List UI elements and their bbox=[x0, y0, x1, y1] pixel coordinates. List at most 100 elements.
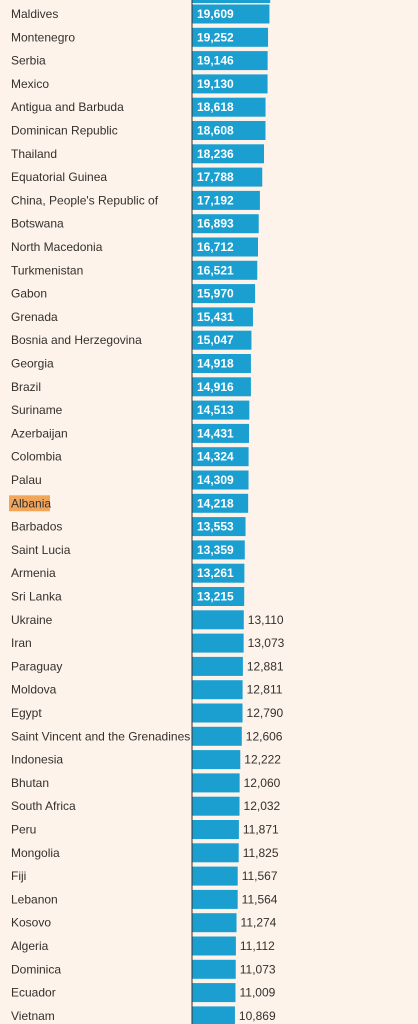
bar-row: Saint Lucia 13,359 bbox=[11, 540, 245, 560]
bar-row: Antigua and Barbuda 18,618 bbox=[11, 97, 266, 117]
category-label: Equatorial Guinea bbox=[11, 170, 107, 184]
value-label: 14,513 bbox=[197, 403, 234, 417]
category-label: Sri Lanka bbox=[11, 590, 62, 604]
bar-row: Grenada 15,431 bbox=[11, 307, 253, 327]
bar-row: Bosnia and Herzegovina 15,047 bbox=[11, 330, 252, 350]
value-label: 14,916 bbox=[197, 380, 234, 394]
bar bbox=[192, 889, 238, 909]
bar bbox=[192, 27, 269, 47]
bar bbox=[192, 1006, 235, 1024]
bar-row: Vietnam 10,869 bbox=[11, 1006, 276, 1024]
category-label: Saint Lucia bbox=[11, 543, 71, 557]
bar-row: China, People's Republic of 17,192 bbox=[11, 190, 260, 210]
bar bbox=[192, 167, 263, 187]
bar bbox=[192, 587, 245, 606]
bar bbox=[192, 97, 266, 117]
bar-row: Barbados 13,553 bbox=[11, 517, 246, 537]
bar bbox=[192, 563, 245, 583]
value-label: 17,192 bbox=[197, 193, 234, 207]
bar bbox=[192, 214, 259, 234]
category-label: Thailand bbox=[11, 147, 57, 161]
bar-row: North Macedonia 16,712 bbox=[11, 237, 259, 257]
bar-row: Dominican Republic 18,608 bbox=[11, 121, 266, 140]
category-label: Fiji bbox=[11, 869, 26, 883]
bar bbox=[192, 680, 243, 700]
bar bbox=[192, 843, 239, 863]
value-label: 12,790 bbox=[247, 706, 284, 720]
value-label: 16,521 bbox=[197, 263, 234, 277]
bar bbox=[192, 51, 268, 71]
value-label: 13,215 bbox=[197, 590, 234, 604]
value-label: 12,032 bbox=[244, 799, 281, 813]
bar-row: Georgia 14,918 bbox=[11, 354, 251, 373]
value-label: 11,825 bbox=[243, 846, 279, 860]
bar-row: Mexico 19,130 bbox=[11, 74, 268, 94]
category-label: Paraguay bbox=[11, 659, 62, 673]
value-label: 10,869 bbox=[239, 1009, 276, 1023]
value-label: 11,009 bbox=[239, 986, 275, 1000]
bar-row: Montenegro 19,252 bbox=[11, 27, 269, 47]
category-label: Montenegro bbox=[11, 30, 75, 44]
category-label: Dominica bbox=[11, 962, 61, 976]
bar-row: Egypt 12,790 bbox=[11, 703, 284, 723]
category-label: Georgia bbox=[11, 357, 54, 371]
value-label: 14,431 bbox=[197, 426, 234, 440]
bar-row: Ukraine 13,110 bbox=[11, 610, 284, 630]
bar-row: Botswana 16,893 bbox=[11, 214, 259, 234]
category-label: Iran bbox=[11, 636, 32, 650]
bar bbox=[192, 260, 258, 280]
value-label: 16,712 bbox=[197, 240, 234, 254]
bar bbox=[192, 610, 244, 630]
bar-row: Serbia 19,146 bbox=[11, 51, 268, 71]
category-label: Peru bbox=[11, 823, 36, 837]
bar-row: Iran 13,073 bbox=[11, 633, 285, 653]
value-label: 11,073 bbox=[240, 962, 276, 976]
value-label: 19,130 bbox=[197, 77, 234, 91]
bar bbox=[192, 493, 249, 513]
bar bbox=[192, 307, 253, 327]
bar bbox=[192, 144, 265, 164]
bar-row: Indonesia 12,222 bbox=[11, 750, 281, 770]
bar-row: Turkmenistan 16,521 bbox=[11, 260, 258, 280]
category-label: Vietnam bbox=[11, 1009, 55, 1023]
category-label: Saint Vincent and the Grenadines bbox=[11, 729, 190, 743]
category-label: North Macedonia bbox=[11, 240, 103, 254]
value-label: 15,431 bbox=[197, 310, 234, 324]
value-label: 19,146 bbox=[197, 54, 234, 68]
category-label: China, People's Republic of bbox=[11, 193, 159, 207]
bar-row: Azerbaijan 14,431 bbox=[11, 423, 250, 443]
bar-row: Maldives 19,609 bbox=[11, 4, 270, 24]
value-label: 12,060 bbox=[244, 776, 281, 790]
bar-row: Paraguay 12,881 bbox=[11, 656, 284, 676]
bar bbox=[192, 936, 236, 956]
category-label: Bosnia and Herzegovina bbox=[11, 333, 142, 347]
bar-row: Palau 14,309 bbox=[11, 470, 249, 490]
value-label: 19,252 bbox=[197, 30, 234, 44]
bar bbox=[192, 354, 251, 373]
bar-row: Ecuador 11,009 bbox=[11, 983, 276, 1003]
bar bbox=[192, 983, 236, 1003]
bar-row: Sri Lanka 13,215 bbox=[11, 587, 245, 606]
value-label: 11,564 bbox=[242, 892, 278, 906]
bar bbox=[192, 237, 259, 257]
bar-row: Suriname 14,513 bbox=[11, 400, 250, 420]
bar-row: Gabon 15,970 bbox=[11, 284, 256, 304]
bar-row: Kosovo 11,274 bbox=[11, 913, 277, 933]
bar-row: Mongolia 11,825 bbox=[11, 843, 279, 863]
value-label: 11,274 bbox=[241, 916, 277, 930]
bar bbox=[192, 703, 243, 723]
value-label: 16,893 bbox=[197, 217, 234, 231]
category-label: Suriname bbox=[11, 403, 63, 417]
bar bbox=[192, 190, 260, 210]
category-label: Mexico bbox=[11, 77, 49, 91]
value-label: 13,073 bbox=[248, 636, 285, 650]
bar bbox=[192, 913, 237, 933]
category-label: Algeria bbox=[11, 939, 49, 953]
bar-row: Dominica 11,073 bbox=[11, 959, 276, 979]
bar bbox=[192, 750, 241, 770]
bar-row: Equatorial Guinea 17,788 bbox=[11, 167, 263, 187]
category-label: Palau bbox=[11, 473, 42, 487]
value-label: 13,553 bbox=[197, 520, 234, 534]
category-label: Bhutan bbox=[11, 776, 49, 790]
highlight-marker bbox=[9, 495, 50, 512]
